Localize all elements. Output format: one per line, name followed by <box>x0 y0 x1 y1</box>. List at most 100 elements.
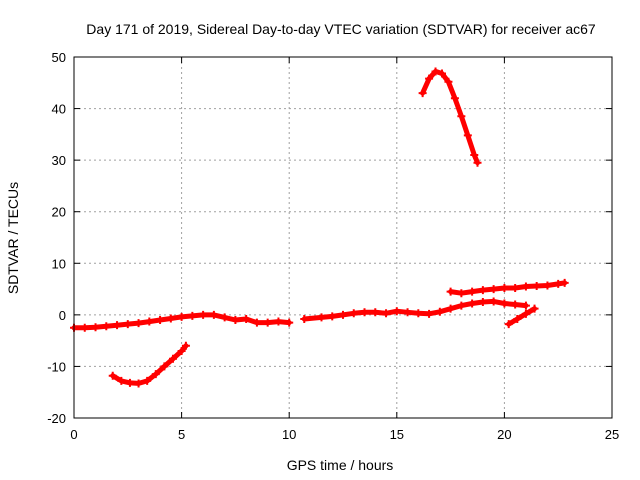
data-point <box>446 304 455 313</box>
data-point <box>339 310 347 319</box>
data-point <box>113 321 122 330</box>
x-tick-label: 25 <box>605 427 619 442</box>
data-point <box>521 282 530 291</box>
y-tick-label: 0 <box>59 308 66 323</box>
data-point <box>91 323 100 332</box>
series-short-drop <box>504 304 539 329</box>
data-point <box>468 287 477 296</box>
data-point <box>489 297 498 306</box>
data-point <box>463 131 472 140</box>
data-point <box>242 314 251 323</box>
data-point <box>392 307 401 316</box>
data-point <box>317 313 326 322</box>
data-point <box>125 378 134 387</box>
data-point <box>231 316 240 325</box>
data-point <box>473 158 482 167</box>
data-point <box>156 316 165 325</box>
data-point <box>328 312 337 321</box>
chart-title: Day 171 of 2019, Sidereal Day-to-day VTE… <box>86 21 596 37</box>
plot-frame <box>73 56 613 419</box>
data-point <box>521 309 530 318</box>
y-tick-label: 30 <box>52 153 66 168</box>
y-tick-label: 10 <box>52 256 66 271</box>
data-point <box>446 287 455 296</box>
tick-layer: 0 5 10 15 20 25 -20 -10 0 10 20 30 40 50 <box>47 50 619 442</box>
data-point <box>285 318 294 327</box>
data-point <box>435 307 444 316</box>
data-point <box>504 320 513 329</box>
data-point <box>457 112 466 121</box>
data-point <box>489 285 498 294</box>
data-point <box>300 314 309 323</box>
data-point <box>168 354 177 363</box>
data-point <box>532 281 541 290</box>
series-main-band-b <box>300 297 530 323</box>
data-point <box>199 310 208 319</box>
data-point <box>151 370 160 379</box>
data-point <box>371 308 380 317</box>
data-point <box>134 379 143 388</box>
data-point <box>425 309 434 318</box>
data-point <box>530 304 539 313</box>
y-tick-label: 20 <box>52 205 66 220</box>
data-point <box>102 322 111 331</box>
data-point <box>437 69 446 78</box>
data-point <box>500 299 509 308</box>
data-point <box>457 301 466 310</box>
data-point <box>160 362 169 371</box>
data-point <box>425 74 434 83</box>
data-point <box>166 314 175 323</box>
data-point <box>134 319 143 328</box>
data-point <box>468 299 477 308</box>
data-point <box>274 317 283 326</box>
data-point <box>143 376 152 385</box>
data-point <box>263 318 272 327</box>
data-point <box>117 376 126 385</box>
data-point <box>252 318 261 327</box>
data-point <box>80 323 89 332</box>
data-point <box>177 346 186 355</box>
data-point <box>513 314 522 323</box>
y-axis-title: SDTVAR / TECUs <box>5 182 21 294</box>
data-point <box>220 313 229 322</box>
x-axis-title: GPS time / hours <box>287 457 394 473</box>
data-point <box>444 77 453 86</box>
y-tick-label: 50 <box>52 50 66 65</box>
data-point <box>209 310 218 319</box>
series-line <box>420 68 480 166</box>
series-line <box>506 306 537 327</box>
x-tick-label: 0 <box>70 427 77 442</box>
data-point <box>511 284 520 293</box>
x-tick-label: 20 <box>497 427 511 442</box>
data-point <box>349 309 358 318</box>
data-point <box>543 281 552 290</box>
series-main-band-a <box>70 310 294 332</box>
data-point <box>145 317 154 326</box>
data-point <box>360 308 369 317</box>
data-point <box>188 311 197 320</box>
data-point <box>511 300 520 309</box>
data-point <box>414 309 423 318</box>
data-point <box>418 89 427 98</box>
x-tick-label: 10 <box>282 427 296 442</box>
x-tick-label: 15 <box>390 427 404 442</box>
grid-layer <box>74 57 612 418</box>
data-point <box>450 94 459 103</box>
x-tick-label: 5 <box>178 427 185 442</box>
series-layer <box>70 67 569 388</box>
data-point <box>478 297 487 306</box>
y-tick-label: 40 <box>52 102 66 117</box>
data-point <box>560 278 569 287</box>
data-point <box>554 279 563 288</box>
y-tick-label: -20 <box>47 411 66 426</box>
series-low-arc <box>108 341 190 388</box>
data-point <box>108 371 117 380</box>
data-point <box>470 150 479 159</box>
data-point <box>382 309 391 318</box>
data-point <box>403 308 412 317</box>
data-point <box>177 312 186 321</box>
data-point <box>521 301 530 310</box>
series-high-arc <box>418 67 482 167</box>
data-point <box>500 284 509 293</box>
